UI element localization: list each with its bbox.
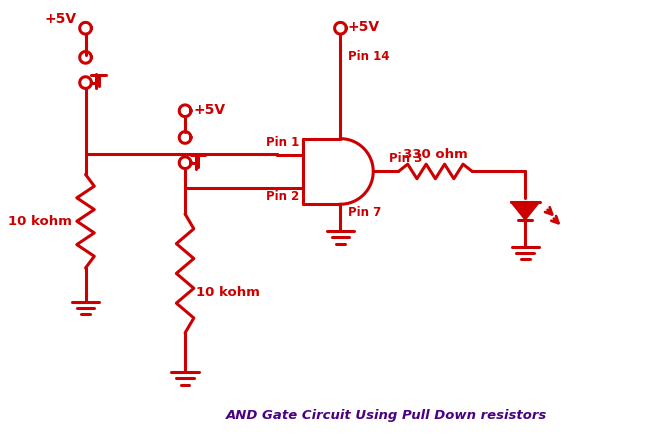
Text: 10 kohm: 10 kohm: [196, 286, 259, 299]
Polygon shape: [511, 202, 540, 220]
Text: +5V: +5V: [348, 20, 380, 34]
Text: 10 kohm: 10 kohm: [8, 215, 72, 228]
Text: Pin 2: Pin 2: [266, 190, 299, 203]
Text: Pin 1: Pin 1: [266, 136, 299, 149]
Text: AND Gate Circuit Using Pull Down resistors: AND Gate Circuit Using Pull Down resisto…: [226, 409, 547, 422]
Text: Pin 14: Pin 14: [348, 50, 389, 63]
Text: +5V: +5V: [45, 12, 77, 26]
Text: Pin 7: Pin 7: [348, 206, 381, 220]
Text: Pin 3: Pin 3: [389, 152, 422, 165]
Text: +5V: +5V: [194, 103, 226, 117]
Text: 330 ohm: 330 ohm: [403, 148, 468, 161]
